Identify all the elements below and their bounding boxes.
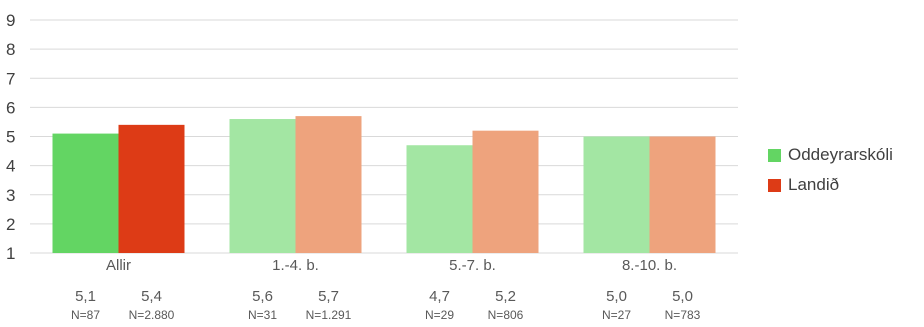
bar [472,130,539,253]
n-label: N=31 [248,308,277,322]
legend-swatch-landid [768,178,781,192]
bar [118,124,185,253]
bar [649,136,716,253]
y-tick-label: 8 [6,40,15,59]
legend-label-landid: Landið [788,175,840,194]
value-label: 5,7 [318,288,339,305]
n-label: N=1.291 [306,308,352,322]
value-label: 5,0 [606,288,627,305]
legend: Oddeyrarskóli Landið [768,140,893,200]
y-tick-label: 4 [6,157,15,176]
y-tick-label: 5 [6,128,15,147]
n-label: N=783 [665,308,701,322]
n-label: N=87 [71,308,100,322]
n-label: N=2.880 [129,308,175,322]
value-label: 5,2 [495,288,516,305]
legend-label-oddeyrarskoli: Oddeyrarskóli [788,145,893,164]
n-label: N=29 [425,308,454,322]
bar [583,136,650,253]
y-tick-label: 1 [6,244,15,263]
x-category-label: Allir [106,257,131,274]
y-tick-label: 2 [6,215,15,234]
n-label: N=27 [602,308,631,322]
x-category-label: 5.-7. b. [449,257,496,274]
bar [229,119,296,254]
value-label: 5,6 [252,288,273,305]
value-label: 4,7 [429,288,450,305]
legend-item-oddeyrarskoli: Oddeyrarskóli [768,140,893,170]
y-axis-ticks: 1 2 3 4 5 6 7 8 9 [6,11,15,263]
x-category-label: 1.-4. b. [272,257,319,274]
y-tick-label: 3 [6,186,15,205]
value-labels: 5,1 N=87 5,4 N=2.880 5,6 N=31 5,7 N=1.291 4,7 N=2… [71,288,701,322]
legend-item-landid: Landið [768,170,893,200]
value-label: 5,0 [672,288,693,305]
bars [52,116,716,254]
value-label: 5,4 [141,288,162,305]
x-category-label: 8.-10. b. [622,257,677,274]
x-axis-labels: Allir 1.-4. b. 5.-7. b. 8.-10. b. [106,257,677,274]
y-tick-label: 7 [6,69,15,88]
bar [406,145,473,253]
value-label: 5,1 [75,288,96,305]
bar [295,116,362,253]
legend-swatch-oddeyrarskoli [768,148,781,162]
bar [52,133,119,253]
y-tick-label: 9 [6,11,15,30]
y-tick-label: 6 [6,98,15,117]
n-label: N=806 [488,308,524,322]
